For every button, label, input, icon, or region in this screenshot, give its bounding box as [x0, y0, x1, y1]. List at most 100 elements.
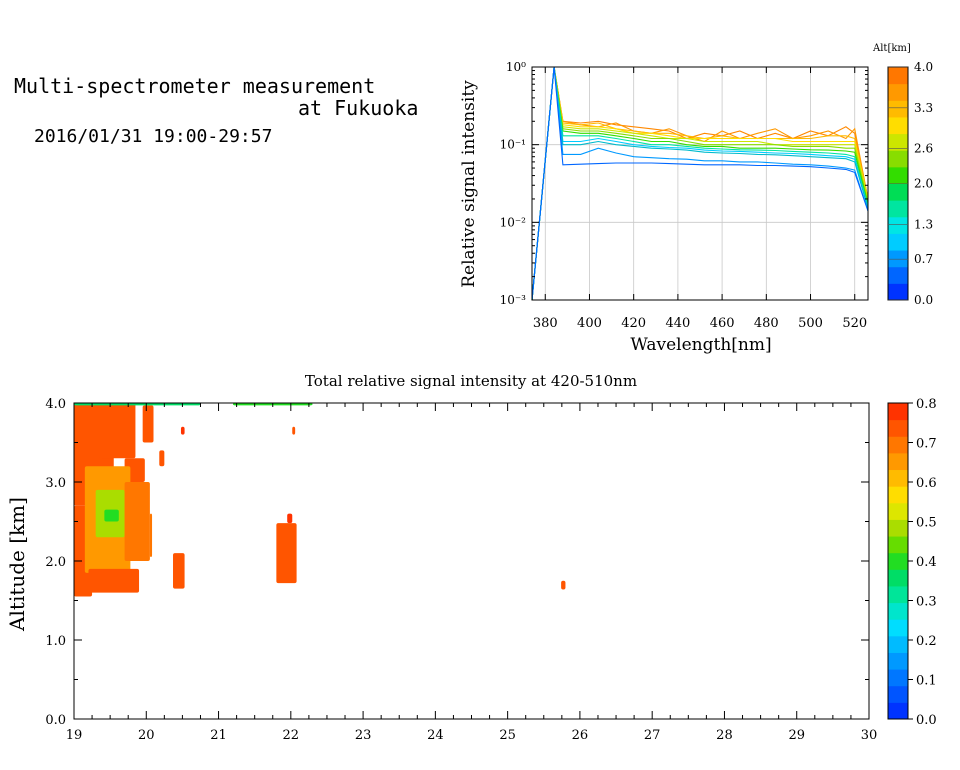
heatmap-colorbar-label: 0.3 [916, 595, 937, 610]
heatmap-cells [74, 403, 566, 597]
spectrum-xtick-label: 420 [621, 316, 646, 331]
spectrum-xtick-label: 380 [533, 316, 558, 331]
heatmap-colorbar-label: 0.5 [916, 516, 937, 531]
heatmap-xtick-label: 23 [355, 728, 372, 743]
spectrum-xtick-label: 520 [842, 316, 867, 331]
spectrum-colorbar-label: 4.0 [914, 60, 933, 74]
heatmap-cell [99, 403, 136, 459]
heatmap-ytick-label: 4.0 [45, 397, 66, 412]
heatmap-xtick-label: 29 [788, 728, 805, 743]
heatmap-colorbar-label: 0.7 [916, 437, 937, 452]
heatmap-colorbar-swatch [888, 702, 908, 720]
spectrum-axes: 380 400 420 440 460 480 500 520 10⁻³ 10⁻² 10⁻¹ 10⁰ [500, 60, 868, 331]
spectrum-xtick-label: 500 [798, 316, 823, 331]
spectrum-colorbar-swatch [888, 233, 908, 251]
spectrum-xlabel: Wavelength[nm] [630, 335, 771, 355]
heatmap-colorbar-label: 0.4 [916, 555, 937, 570]
spectrum-series-line [531, 66, 869, 301]
spectrum-xtick-label: 440 [665, 316, 690, 331]
spectrum-colorbar-swatch [888, 150, 908, 168]
spectrum-colorbar-swatch [888, 133, 908, 151]
heatmap-title: Total relative signal intensity at 420-5… [305, 372, 637, 390]
heatmap-colorbar: 0.0 0.1 0.2 0.3 0.4 0.5 0.6 0.7 0.8 [887, 397, 937, 728]
heatmap-cell [173, 553, 185, 589]
heatmap-colorbar-swatch [888, 536, 908, 554]
heatmap-colorbar-swatch [888, 569, 908, 587]
spectrum-colorbar-swatch [888, 67, 908, 85]
heatmap-colorbar-label: 0.0 [916, 713, 937, 728]
spectrum-colorbar-label: 1.3 [914, 217, 933, 231]
heatmap-xtick-label: 25 [499, 728, 516, 743]
heatmap-cell [104, 509, 119, 522]
spectrum-colorbar-swatch [888, 116, 908, 135]
heatmap-colorbar-label: 0.6 [916, 476, 937, 491]
heatmap-colorbar-swatch [888, 436, 908, 454]
heatmap-colorbar-swatch [888, 419, 908, 437]
heatmap-plot-frame [73, 402, 870, 720]
heatmap-xtick-label: 20 [138, 728, 155, 743]
heatmap-xtick-label: 22 [283, 728, 300, 743]
heatmap-colorbar-swatch [888, 403, 908, 421]
heatmap-cell [149, 513, 153, 558]
spectrum-series-line [531, 66, 869, 301]
heatmap-xtick-label: 21 [210, 728, 227, 743]
spectrum-colorbar-swatch [888, 216, 908, 234]
header-date-range: 2016/01/31 19:00-29:57 [34, 126, 273, 147]
heatmap-xtick-label: 26 [572, 728, 589, 743]
heatmap-colorbar-swatch [888, 552, 908, 570]
spectrum-colorbar-swatch [888, 83, 908, 101]
spectrum-colorbar-swatch [888, 200, 908, 218]
spectrum-ytick-label: 10⁰ [506, 60, 526, 74]
heatmap-colorbar-swatch [888, 685, 908, 703]
spectrum-colorbar-swatch [888, 183, 908, 201]
spectrum-ytick-label: 10⁻³ [500, 293, 527, 307]
heatmap-colorbar-swatch [888, 452, 908, 471]
heatmap-cell [287, 513, 293, 524]
heatmap-ytick-label: 0.0 [45, 713, 66, 728]
heatmap-ytick-label: 3.0 [45, 476, 66, 491]
spectrum-colorbar-swatch [888, 166, 908, 184]
heatmap-colorbar-swatch [888, 502, 908, 520]
header-title-line2: at Fukuoka [298, 96, 419, 120]
heatmap-colorbar-label: 0.8 [916, 397, 937, 412]
spectrum-colorbar-swatch [888, 266, 908, 284]
heatmap-cell [292, 426, 296, 435]
spectrum-colorbar-swatch [888, 100, 908, 118]
spectrum-grid [532, 66, 868, 301]
heatmap-colorbar-swatch [888, 619, 908, 637]
spectrum-plot-frame [531, 66, 869, 301]
spectrum-colorbar-label: 2.0 [914, 177, 933, 191]
heatmap-xtick-label: 24 [427, 728, 444, 743]
spectrum-series-line [531, 66, 869, 301]
heatmap-cell [124, 482, 150, 561]
spectrum-series-line [531, 66, 869, 301]
spectrum-series-line [531, 66, 869, 301]
spectrum-ytick-label: 10⁻² [500, 215, 527, 229]
heatmap-ylabel: Altitude [km] [5, 497, 29, 632]
spectrum-colorbar-swatch [888, 283, 908, 301]
spectrum-xtick-label: 400 [577, 316, 602, 331]
heatmap-cell [276, 523, 297, 584]
header-title-line1: Multi-spectrometer measurement [14, 74, 376, 98]
spectrum-colorbar-label: 3.3 [914, 101, 933, 115]
heatmap-colorbar-swatch [888, 669, 908, 687]
spectrum-series-line [531, 66, 869, 301]
heatmap-cell [159, 450, 165, 467]
spectrum-xtick-label: 460 [710, 316, 735, 331]
spectrum-ylabel: Relative signal intensity [459, 80, 479, 288]
heatmap-colorbar-swatch [888, 635, 908, 653]
spectrum-colorbar: 0.0 0.7 1.3 2.0 2.6 3.3 4.0 [887, 60, 933, 307]
spectrum-series [531, 66, 869, 301]
spectrum-series-line [531, 66, 869, 301]
heatmap-cell [88, 568, 140, 593]
spectrum-colorbar-label: 0.7 [914, 252, 933, 266]
spectrum-ytick-label: 10⁻¹ [500, 138, 526, 152]
spectrum-colorbar-label: 2.6 [914, 142, 933, 156]
spectrum-colorbar-label: 0.0 [914, 293, 933, 307]
spectrum-series-line [531, 66, 869, 301]
heatmap-colorbar-swatch [888, 602, 908, 620]
spectrum-series-line [531, 66, 869, 301]
heatmap-xtick-label: 19 [66, 728, 83, 743]
spectrum-series-line [531, 66, 869, 301]
